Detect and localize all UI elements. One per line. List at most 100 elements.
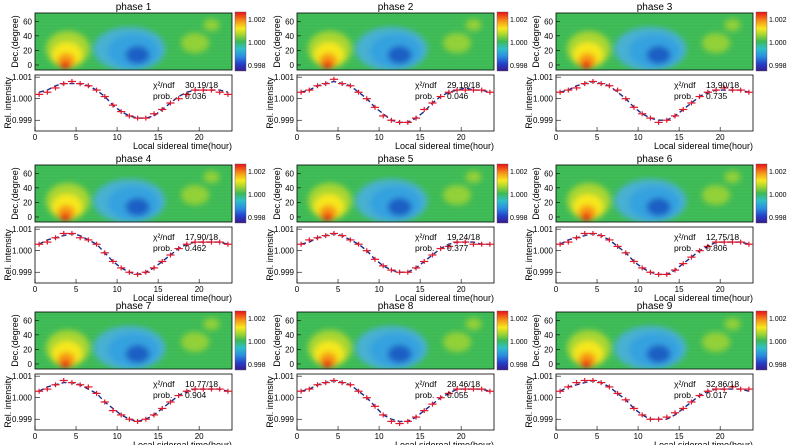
curve-y-tick-label: 0.999 [274,268,295,277]
sky-map [556,312,753,369]
map-frame [555,311,754,370]
map-patch [181,185,210,205]
color-bar-tick-label: 1.002 [248,17,266,24]
curve-frame [34,226,233,284]
excess-core [60,61,71,69]
deep-deficit-core [125,46,150,64]
x-axis-label: Local sidereal time(hour) [395,293,494,303]
chi2-label: χ²/ndf [415,379,437,389]
x-tick-label: 10 [113,432,122,441]
color-bar-tick-label: 0.998 [769,362,787,369]
color-bar-tick-label: 0.998 [510,63,528,70]
chi2-value: 12.75/18 [706,232,739,242]
x-axis-label: Local sidereal time(hour) [654,440,753,445]
x-tick-label: 5 [74,133,79,142]
x-tick-label: 0 [33,285,38,294]
chi2-value: 19.24/18 [447,232,480,242]
sky-map [297,13,494,70]
curve-y-tick-label: 1.001 [533,372,554,381]
map-blobs [45,318,220,369]
sky-map [556,165,753,222]
panel-phase-1: phase 1 60 40 20 0 Dec.(degree) 1.002 1.000 0.99… [3,2,266,151]
color-bar [755,163,768,224]
deep-deficit-core [125,198,150,216]
color-bar-tick-label: 1.002 [510,316,528,323]
color-bar-tick-label: 1.002 [769,316,787,323]
excess-core [581,61,592,69]
map-y-tick-label: 20 [285,198,294,207]
curve-frame [34,74,233,132]
curve-y-tick-label: 1.000 [274,247,295,256]
x-tick-label: 20 [716,432,725,441]
curve-y-tick-label: 0.999 [533,116,554,125]
color-bar [496,310,509,371]
map-y-tick-label: 60 [544,169,553,178]
map-y-tick-label: 0 [290,213,295,222]
map-blobs [307,318,482,369]
map-frame [555,164,754,223]
x-axis-label: Local sidereal time(hour) [395,141,494,151]
color-bar-tick-label: 1.002 [510,169,528,176]
color-bar-tick-label: 1.000 [510,339,528,346]
color-bar [234,163,247,224]
chi2-label: χ²/ndf [674,80,696,90]
color-bar-tick-label: 1.002 [248,169,266,176]
map-y-tick-label: 20 [544,198,553,207]
curve-y-tick-label: 1.000 [12,394,33,403]
x-tick-label: 15 [675,285,684,294]
chi2-value: 32.86/18 [706,379,739,389]
curve-y-axis-label: Rel. intensity [3,229,13,281]
map-y-tick-label: 40 [285,331,294,340]
panel-phase-9: phase 9 60 40 20 0 Dec.(degree) 1.002 1.000 0.99… [524,301,787,445]
x-tick-label: 10 [375,285,384,294]
prob-value: 0.055 [447,390,469,400]
x-tick-label: 10 [375,432,384,441]
curve-y-tick-label: 1.001 [533,73,554,82]
x-tick-label: 0 [295,133,300,142]
x-tick-label: 5 [336,133,341,142]
x-axis-label: Local sidereal time(hour) [654,293,753,303]
color-bar-tick-label: 1.000 [510,192,528,199]
map-patch [181,33,210,53]
map-y-tick-label: 0 [549,360,554,369]
x-tick-label: 15 [416,133,425,142]
curve-y-tick-label: 0.999 [12,268,33,277]
panel-title: phase 9 [637,301,673,312]
map-y-tick-label: 20 [285,345,294,354]
curve-frame [555,373,754,431]
chi2-value: 17.90/18 [185,232,218,242]
excess-core [322,360,333,368]
deep-deficit-core [387,46,412,64]
panel-title: phase 5 [378,154,414,165]
x-tick-label: 20 [457,285,466,294]
panel-phase-6: phase 6 60 40 20 0 Dec.(degree) 1.002 1.000 0.99… [524,154,787,303]
curve-y-axis-label: Rel. intensity [265,376,275,428]
color-bar [755,11,768,72]
x-tick-label: 0 [33,432,38,441]
panel-phase-8: phase 8 60 40 20 0 Dec.(degree) 1.002 1.000 0.99… [265,301,528,445]
x-tick-label: 0 [554,285,559,294]
curve-y-axis-label: Rel. intensity [524,229,534,281]
map-y-tick-label: 40 [285,184,294,193]
prob-label: prob. [674,91,693,101]
panel-phase-3: phase 3 60 40 20 0 Dec.(degree) 1.002 1.000 0.99… [524,2,787,151]
x-tick-label: 5 [336,432,341,441]
chi2-label: χ²/ndf [674,232,696,242]
x-tick-label: 5 [595,133,600,142]
map-blobs [307,171,482,222]
color-bar [496,163,509,224]
map-patch [465,19,482,31]
chi2-label: χ²/ndf [153,379,175,389]
x-tick-label: 5 [74,432,79,441]
x-axis-label: Local sidereal time(hour) [133,293,232,303]
panel-phase-7: phase 7 60 40 20 0 Dec.(degree) 1.002 1.000 0.99… [3,301,266,445]
deep-deficit-core [646,345,671,363]
color-bar-tick-label: 1.000 [248,192,266,199]
curve-frame [296,74,495,132]
x-tick-label: 10 [634,285,643,294]
map-y-tick-label: 40 [285,32,294,41]
map-patch [702,185,731,205]
curve-y-axis-label: Rel. intensity [524,376,534,428]
panel-title: phase 7 [116,301,152,312]
map-patch [181,332,210,352]
